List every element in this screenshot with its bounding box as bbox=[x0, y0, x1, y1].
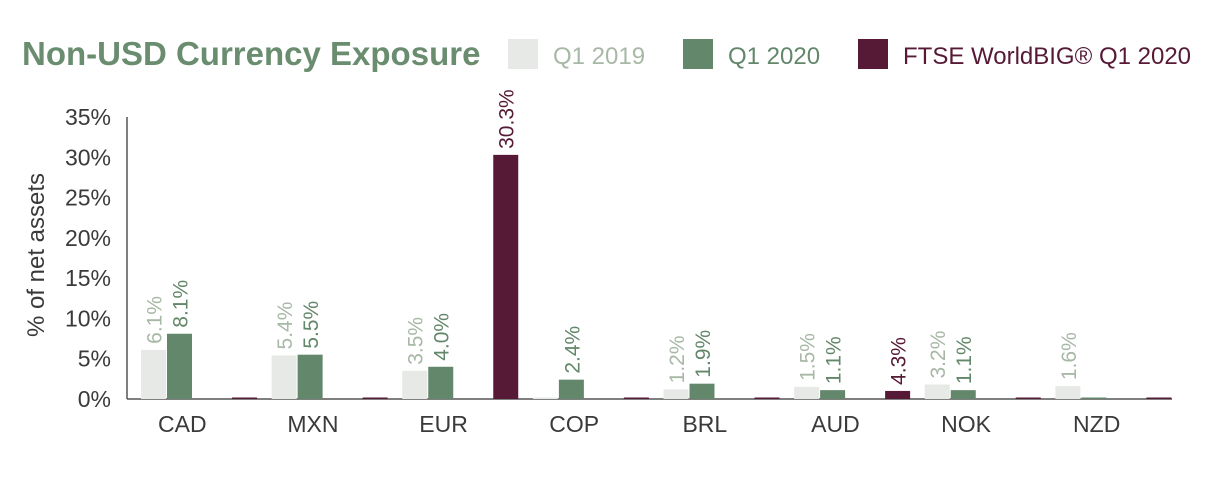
bar-aud-series-2 bbox=[820, 390, 846, 399]
x-tick-label-nzd: NZD bbox=[1073, 411, 1120, 437]
bar-nok-series-3 bbox=[1015, 397, 1041, 399]
data-label-aud-series-2: 1.1% bbox=[823, 336, 846, 384]
y-axis-label: % of net assets bbox=[23, 173, 50, 337]
data-label-nzd-series-1: 1.6% bbox=[1058, 332, 1081, 380]
data-label-nok-series-2: 1.1% bbox=[953, 336, 976, 384]
data-labels: 6.1% 8.1% 5.4% 5.5% 3.5% 4.0% 30.3% 2.4% 1.2% 1.9… bbox=[144, 89, 1081, 385]
x-tick-label-nok: NOK bbox=[941, 411, 992, 437]
bar-cad-series-3 bbox=[232, 397, 257, 399]
legend-swatch-1 bbox=[508, 39, 538, 69]
y-tick-label: 10% bbox=[65, 305, 111, 331]
x-tick-label-aud: AUD bbox=[811, 411, 860, 437]
data-label-cad-series-2: 8.1% bbox=[170, 280, 193, 328]
bar-cop-series-1 bbox=[532, 397, 558, 399]
bar-mxn-series-1 bbox=[271, 355, 297, 399]
data-label-cop-series-2: 2.4% bbox=[561, 326, 584, 374]
bar-mxn-series-3 bbox=[362, 397, 388, 399]
y-tick-label: 25% bbox=[65, 185, 111, 211]
y-ticks: 0% 5% 10% 15% 20% 25% 30% 35% bbox=[65, 104, 111, 412]
data-label-brl-series-1: 1.2% bbox=[666, 335, 689, 383]
bar-eur-series-2 bbox=[428, 366, 454, 399]
legend-label-2: Q1 2020 bbox=[728, 43, 820, 70]
legend-swatch-2 bbox=[683, 39, 713, 69]
bar-brl-series-3 bbox=[754, 397, 780, 399]
y-tick-label: 35% bbox=[65, 104, 111, 130]
bar-aud-series-3 bbox=[885, 390, 911, 399]
bar-nok-series-2 bbox=[950, 390, 976, 399]
bar-mxn-series-2 bbox=[297, 354, 323, 399]
x-ticks: CAD MXN EUR COP BRL AUD NOK NZD bbox=[158, 411, 1120, 437]
bar-eur-series-1 bbox=[402, 370, 428, 399]
bar-nzd-series-1 bbox=[1055, 386, 1081, 399]
bar-cop-series-3 bbox=[623, 397, 649, 399]
data-label-mxn-series-1: 5.4% bbox=[274, 302, 297, 350]
bar-aud-series-1 bbox=[794, 386, 820, 399]
data-label-eur-series-1: 3.5% bbox=[405, 317, 428, 365]
bar-brl-series-2 bbox=[689, 383, 715, 399]
x-tick-label-mxn: MXN bbox=[287, 411, 338, 437]
data-label-eur-series-3: 30.3% bbox=[496, 89, 519, 149]
bar-cad-series-1 bbox=[141, 349, 166, 399]
bar-nzd-series-2 bbox=[1081, 397, 1107, 399]
y-tick-label: 30% bbox=[65, 144, 111, 170]
bar-nok-series-1 bbox=[924, 384, 950, 399]
bar-cad-series-2 bbox=[167, 333, 192, 399]
x-tick-label-brl: BRL bbox=[682, 411, 727, 437]
bar-brl-series-1 bbox=[663, 389, 689, 399]
y-tick-label: 20% bbox=[65, 225, 111, 251]
data-label-eur-series-2: 4.0% bbox=[431, 313, 454, 361]
x-tick-label-cop: COP bbox=[549, 411, 599, 437]
legend: Q1 2019 Q1 2020 FTSE WorldBIG® Q1 2020 bbox=[508, 39, 1191, 70]
y-tick-label: 15% bbox=[65, 265, 111, 291]
chart-title: Non-USD Currency Exposure bbox=[22, 35, 480, 72]
legend-label-3: FTSE WorldBIG® Q1 2020 bbox=[903, 43, 1191, 70]
data-label-aud-series-1: 1.5% bbox=[797, 333, 820, 381]
bar-eur-series-3 bbox=[493, 154, 519, 399]
x-tick-label-eur: EUR bbox=[419, 411, 468, 437]
bar-nzd-series-3 bbox=[1146, 397, 1172, 399]
data-label-cad-series-1: 6.1% bbox=[144, 296, 167, 344]
legend-label-1: Q1 2019 bbox=[553, 43, 645, 70]
legend-swatch-3 bbox=[858, 39, 888, 69]
y-tick-label: 0% bbox=[78, 386, 111, 412]
bars bbox=[141, 154, 1172, 399]
bar-cop-series-2 bbox=[558, 379, 584, 399]
y-tick-label: 5% bbox=[78, 346, 111, 372]
data-label-brl-series-2: 1.9% bbox=[692, 330, 715, 378]
x-tick-label-cad: CAD bbox=[158, 411, 207, 437]
data-label-mxn-series-2: 5.5% bbox=[300, 301, 323, 349]
data-label-aud-series-3: 4.3% bbox=[888, 337, 911, 385]
data-label-nok-series-1: 3.2% bbox=[927, 331, 950, 379]
